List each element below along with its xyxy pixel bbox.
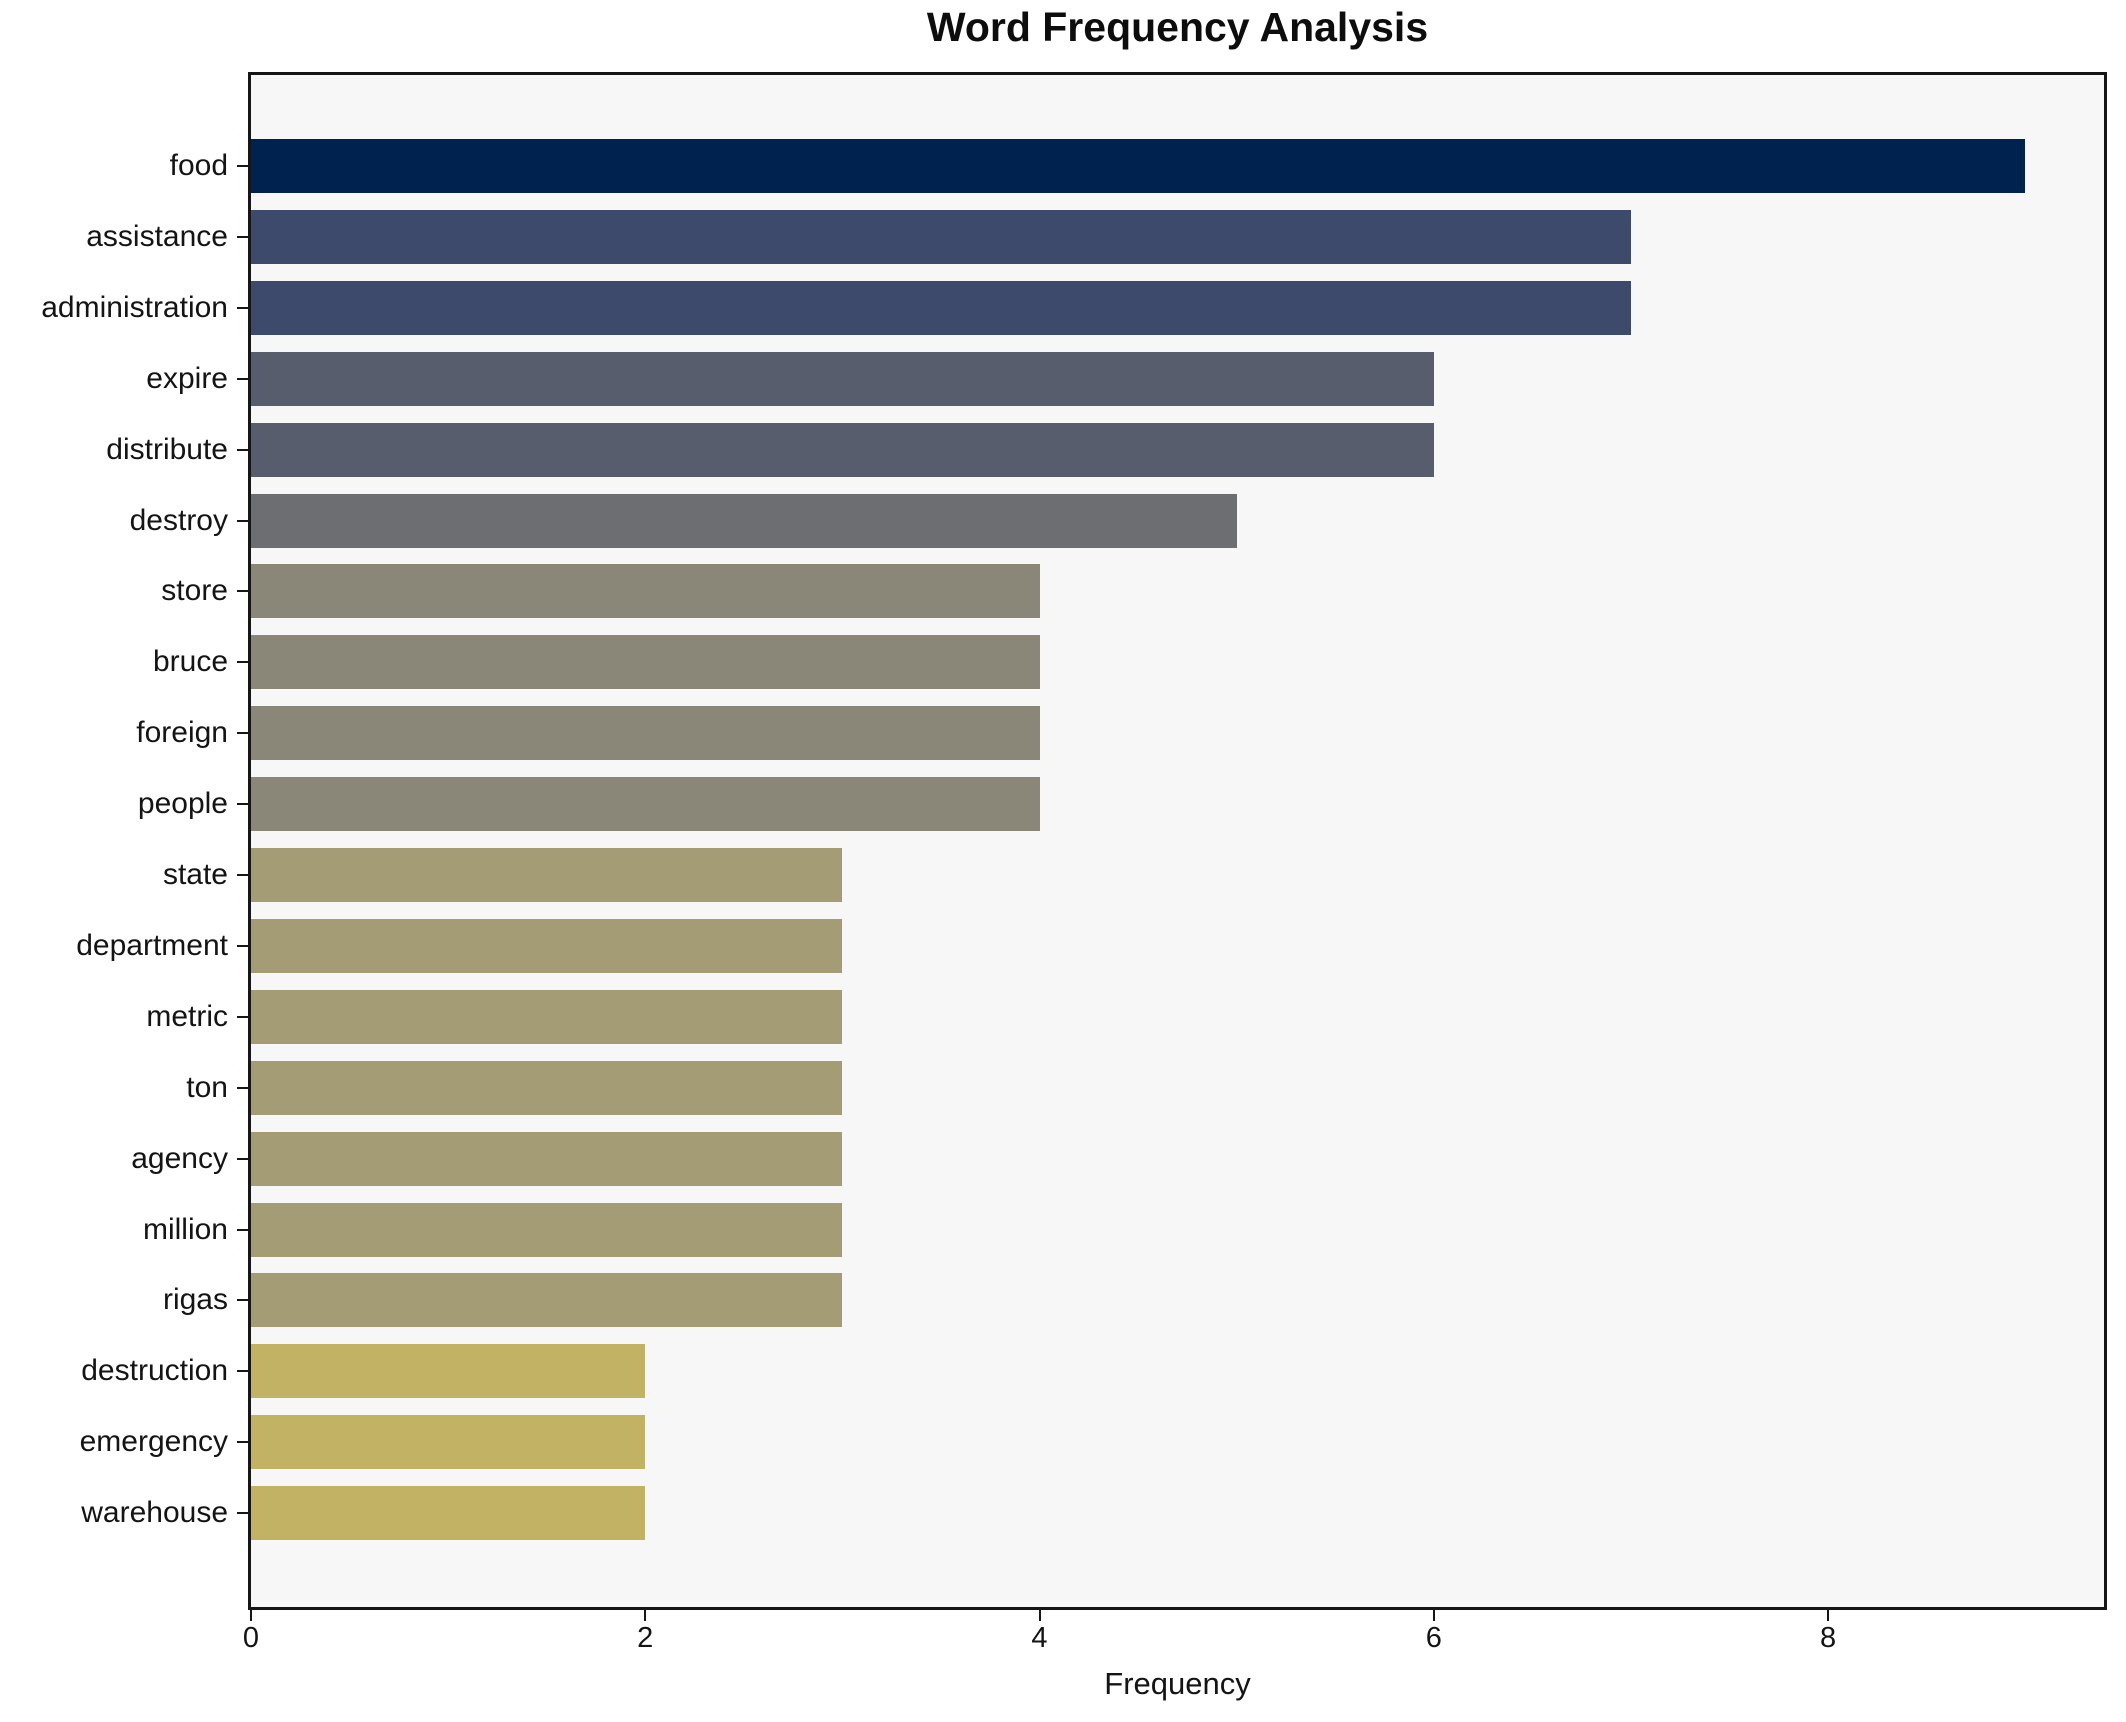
y-tick-mark (237, 1015, 248, 1018)
y-tick-label: administration (41, 290, 228, 324)
y-tick-mark (237, 306, 248, 309)
y-tick-label: department (76, 928, 228, 962)
bar-state (251, 848, 843, 902)
y-tick-mark (237, 1086, 248, 1089)
y-tick-mark (237, 235, 248, 238)
x-axis-label: Frequency (1104, 1666, 1251, 1701)
y-tick-label: distribute (106, 432, 228, 466)
y-tick-label: metric (146, 999, 228, 1033)
y-tick-label: destruction (81, 1354, 228, 1388)
y-tick-label: assistance (86, 219, 228, 253)
y-tick-label: million (142, 1212, 228, 1246)
bar-warehouse (251, 1486, 646, 1541)
y-tick-label: bruce (152, 645, 228, 679)
x-tick-mark (644, 1610, 647, 1621)
bar-destroy (251, 493, 1237, 548)
y-tick-label: foreign (136, 716, 228, 750)
y-tick-mark (237, 1157, 248, 1160)
bar-administration (251, 280, 1631, 335)
bar-ton (251, 1060, 843, 1115)
y-tick-label: warehouse (81, 1496, 228, 1530)
bar-million (251, 1202, 843, 1257)
y-tick-label: ton (186, 1070, 228, 1104)
bar-department (251, 918, 843, 973)
bar-rigas (251, 1273, 843, 1328)
y-tick-label: destroy (129, 503, 228, 537)
bar-agency (251, 1131, 843, 1186)
y-tick-mark (237, 1228, 248, 1231)
chart-title: Word Frequency Analysis (926, 4, 1429, 50)
y-tick-label: state (162, 858, 228, 891)
y-tick-label: emergency (79, 1425, 228, 1459)
bar-store (251, 564, 1040, 619)
plot-area (248, 72, 2107, 1610)
bar-distribute (251, 422, 1434, 477)
y-tick-mark (237, 1441, 248, 1444)
y-tick-label: expire (146, 361, 228, 395)
y-tick-mark (237, 1512, 248, 1515)
y-tick-mark (237, 1299, 248, 1302)
x-tick-mark (1827, 1610, 1830, 1621)
bars-layer (251, 75, 2104, 1607)
bar-food (251, 139, 2026, 193)
y-tick-mark (237, 661, 248, 664)
x-tick-mark (1038, 1610, 1041, 1621)
y-tick-label: people (137, 787, 228, 821)
y-tick-mark (237, 732, 248, 735)
bar-foreign (251, 706, 1040, 761)
y-tick-label: agency (131, 1141, 228, 1175)
y-tick-mark (237, 448, 248, 451)
y-tick-mark (237, 944, 248, 947)
y-tick-mark (237, 874, 248, 876)
x-tick-label: 0 (242, 1622, 260, 1654)
bar-metric (251, 989, 843, 1044)
bar-emergency (251, 1415, 646, 1470)
y-tick-label: rigas (162, 1283, 228, 1317)
bar-people (251, 777, 1040, 832)
y-tick-mark (237, 1370, 248, 1373)
y-tick-mark (237, 590, 248, 593)
y-tick-label: store (161, 574, 228, 608)
x-tick-label: 6 (1425, 1622, 1442, 1654)
bar-assistance (251, 209, 1631, 264)
x-tick-mark (250, 1610, 252, 1621)
y-tick-mark (237, 519, 248, 522)
bar-destruction (251, 1344, 646, 1399)
bar-bruce (251, 635, 1040, 690)
bar-expire (251, 351, 1434, 406)
x-tick-mark (1432, 1610, 1435, 1621)
y-tick-mark (237, 803, 248, 806)
x-tick-label: 4 (1031, 1622, 1048, 1654)
x-tick-label: 2 (637, 1622, 654, 1654)
y-tick-label: food (169, 149, 228, 182)
y-tick-mark (237, 165, 248, 167)
x-tick-label: 8 (1819, 1622, 1837, 1654)
y-tick-mark (237, 377, 248, 380)
